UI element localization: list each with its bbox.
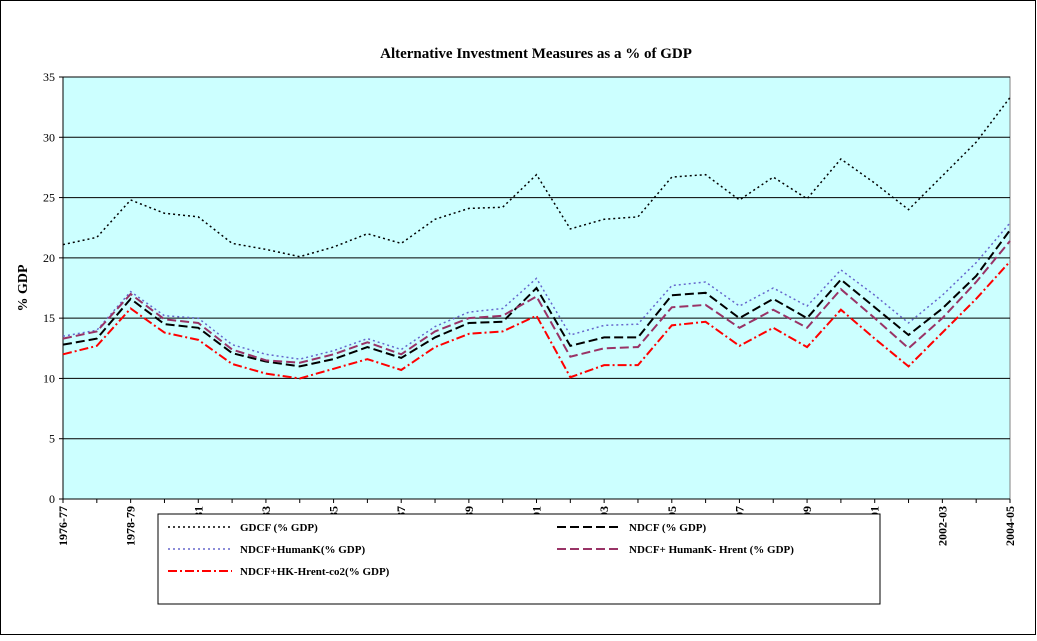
x-tick-label: 2004-05	[1003, 506, 1017, 546]
legend-label: NDCF+HumanK(% GDP)	[240, 544, 365, 556]
y-tick-label: 25	[43, 191, 55, 205]
y-tick-label: 5	[49, 432, 55, 446]
x-tick-label: 1976-77	[56, 506, 70, 546]
series-line	[62, 97, 1011, 258]
legend	[157, 513, 881, 605]
y-tick-label: 10	[43, 371, 55, 385]
y-tick-label: 30	[43, 130, 55, 144]
legend-label: NDCF (% GDP)	[629, 522, 707, 534]
legend-label: GDCF (% GDP)	[240, 522, 318, 534]
legend-label: NDCF+ HumanK- Hrent (% GDP)	[629, 544, 794, 556]
series-line	[62, 222, 1011, 360]
series-line	[62, 260, 1011, 380]
y-axis-label: % GDP	[16, 264, 31, 312]
legend-label: NDCF+HK-Hrent-co2(% GDP)	[240, 566, 390, 578]
y-tick-label: 35	[43, 70, 55, 84]
series-line	[62, 229, 1011, 368]
x-tick-label: 1978-79	[124, 506, 138, 546]
series-line	[62, 240, 1011, 364]
chart-title: Alternative Investment Measures as a % o…	[380, 46, 692, 62]
y-tick-label: 20	[43, 251, 55, 265]
x-tick-label: 2002-03	[935, 506, 949, 546]
y-tick-label: 0	[49, 492, 55, 506]
y-tick-label: 15	[43, 311, 55, 325]
